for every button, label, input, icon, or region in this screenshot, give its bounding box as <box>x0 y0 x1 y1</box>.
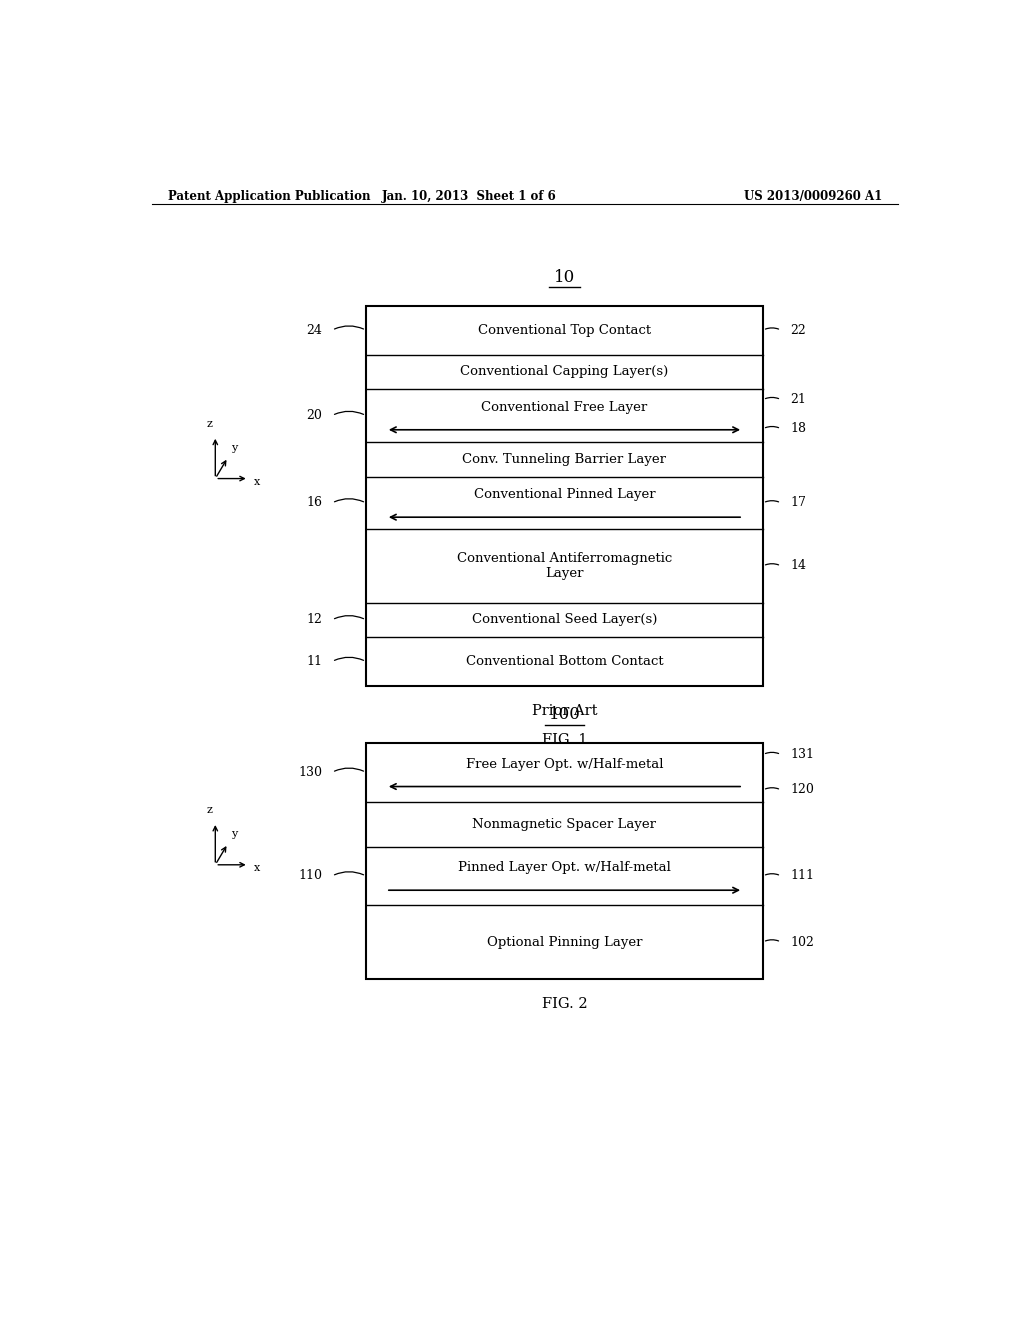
Text: Conventional Seed Layer(s): Conventional Seed Layer(s) <box>472 614 657 627</box>
Bar <box>367 743 763 978</box>
Text: FIG. 1: FIG. 1 <box>542 733 587 747</box>
Text: 102: 102 <box>791 936 814 949</box>
Text: FIG. 2: FIG. 2 <box>542 997 588 1011</box>
Text: 131: 131 <box>791 748 815 762</box>
Text: Free Layer Opt. w/Half-metal: Free Layer Opt. w/Half-metal <box>466 758 664 771</box>
Text: Conventional Antiferromagnetic
Layer: Conventional Antiferromagnetic Layer <box>457 552 672 579</box>
Text: Patent Application Publication: Patent Application Publication <box>168 190 371 202</box>
Text: Pinned Layer Opt. w/Half-metal: Pinned Layer Opt. w/Half-metal <box>458 862 671 874</box>
Text: 120: 120 <box>791 784 814 796</box>
Text: z: z <box>207 418 213 429</box>
Text: Conventional Bottom Contact: Conventional Bottom Contact <box>466 655 664 668</box>
Text: 110: 110 <box>298 870 323 883</box>
Text: 16: 16 <box>306 496 323 510</box>
Text: Prior Art: Prior Art <box>531 704 597 718</box>
Text: 100: 100 <box>549 706 581 723</box>
Text: 11: 11 <box>306 655 323 668</box>
Text: y: y <box>231 829 238 840</box>
Text: Nonmagnetic Spacer Layer: Nonmagnetic Spacer Layer <box>472 817 656 830</box>
Text: z: z <box>207 805 213 814</box>
Text: 18: 18 <box>791 422 807 436</box>
Text: Conv. Tunneling Barrier Layer: Conv. Tunneling Barrier Layer <box>463 453 667 466</box>
Text: y: y <box>231 444 238 453</box>
Text: Conventional Free Layer: Conventional Free Layer <box>481 401 647 414</box>
Text: 22: 22 <box>791 323 807 337</box>
Text: x: x <box>254 477 260 487</box>
Text: 20: 20 <box>306 409 323 422</box>
Text: Conventional Top Contact: Conventional Top Contact <box>478 323 651 337</box>
Text: 12: 12 <box>306 614 323 627</box>
Text: 17: 17 <box>791 496 807 510</box>
Text: 10: 10 <box>554 269 575 286</box>
Text: 21: 21 <box>791 393 807 407</box>
Bar <box>367 306 763 686</box>
Text: Jan. 10, 2013  Sheet 1 of 6: Jan. 10, 2013 Sheet 1 of 6 <box>382 190 557 202</box>
Text: 24: 24 <box>306 323 323 337</box>
Text: x: x <box>254 863 260 873</box>
Text: Conventional Pinned Layer: Conventional Pinned Layer <box>474 488 655 502</box>
Text: 130: 130 <box>298 766 323 779</box>
Text: US 2013/0009260 A1: US 2013/0009260 A1 <box>743 190 882 202</box>
Text: 14: 14 <box>791 560 807 573</box>
Text: 111: 111 <box>791 870 815 883</box>
Text: Conventional Capping Layer(s): Conventional Capping Layer(s) <box>461 366 669 379</box>
Text: Optional Pinning Layer: Optional Pinning Layer <box>486 936 642 949</box>
